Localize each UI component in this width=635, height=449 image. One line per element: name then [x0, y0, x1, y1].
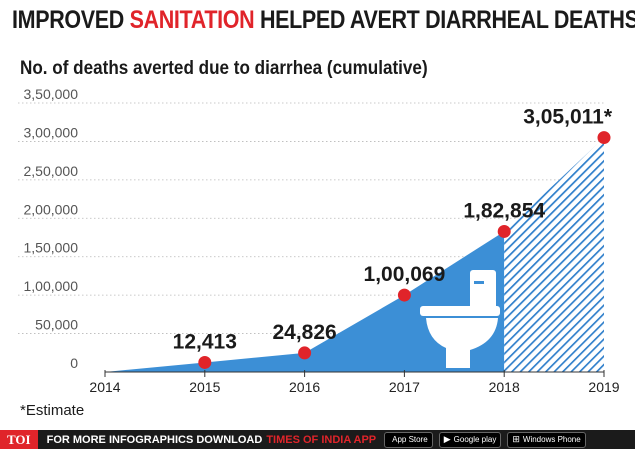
x-tick-label: 2015 — [189, 379, 220, 395]
data-label: 12,413 — [173, 330, 237, 353]
data-point-marker — [397, 288, 411, 302]
area-chart: 0 50,000 1,00,000 1,50,000 2,00,000 2,50,000 3… — [18, 86, 620, 395]
footer-text: FOR MORE INFOGRAPHICS DOWNLOAD — [46, 433, 263, 446]
title-part-1: IMPROVED — [12, 6, 130, 34]
y-tick-label: 50,000 — [35, 317, 78, 333]
y-tick-label: 2,00,000 — [24, 201, 79, 217]
toilet-icon — [420, 270, 500, 368]
windows-icon: ⊞ — [512, 434, 520, 444]
y-tick-label: 0 — [70, 355, 78, 371]
area-estimate — [504, 137, 604, 372]
title-highlight: SANITATION — [129, 6, 255, 34]
footer-brand: TIMES OF INDIA APP — [266, 433, 377, 446]
estimate-note: *Estimate — [20, 402, 85, 419]
page-title: IMPROVED SANITATION HELPED AVERT DIARRHE… — [12, 6, 635, 35]
x-tick-label: 2016 — [289, 379, 320, 395]
area-actual — [105, 231, 505, 372]
y-tick-label: 1,00,000 — [24, 278, 79, 294]
chart-subtitle: No. of deaths averted due to diarrhea (c… — [20, 58, 428, 79]
app-store-label: App Store — [392, 435, 428, 444]
y-tick-label: 1,50,000 — [24, 240, 79, 256]
data-point-marker — [198, 355, 212, 369]
x-tick-label: 2018 — [489, 379, 520, 395]
toi-logo: TOI — [0, 430, 38, 449]
x-tick-label: 2019 — [588, 379, 619, 395]
x-tick-label: 2014 — [89, 379, 120, 395]
windows-phone-button[interactable]: ⊞ Windows Phone — [507, 431, 586, 448]
windows-phone-label: Windows Phone — [522, 435, 581, 444]
footer-bar: TOI FOR MORE INFOGRAPHICS DOWNLOAD TIMES… — [0, 430, 635, 449]
x-tick-label: 2017 — [389, 379, 420, 395]
data-point-marker — [597, 131, 611, 145]
google-play-label: Google play — [453, 435, 497, 444]
data-point-marker — [497, 224, 511, 238]
data-label: 24,826 — [272, 321, 336, 344]
app-store-button[interactable]: App Store — [384, 431, 433, 448]
data-label: 1,00,069 — [364, 263, 446, 286]
data-label: 3,05,011* — [523, 106, 613, 129]
data-point-marker — [298, 346, 312, 360]
google-play-icon: ▶ — [443, 434, 451, 444]
y-tick-label: 2,50,000 — [24, 163, 79, 179]
title-part-2: HELPED AVERT DIARRHEAL DEATHS — [254, 6, 635, 34]
data-label: 1,82,854 — [463, 199, 545, 222]
y-tick-label: 3,00,000 — [24, 124, 79, 140]
y-tick-label: 3,50,000 — [24, 86, 79, 102]
google-play-button[interactable]: ▶ Google play — [438, 431, 502, 448]
